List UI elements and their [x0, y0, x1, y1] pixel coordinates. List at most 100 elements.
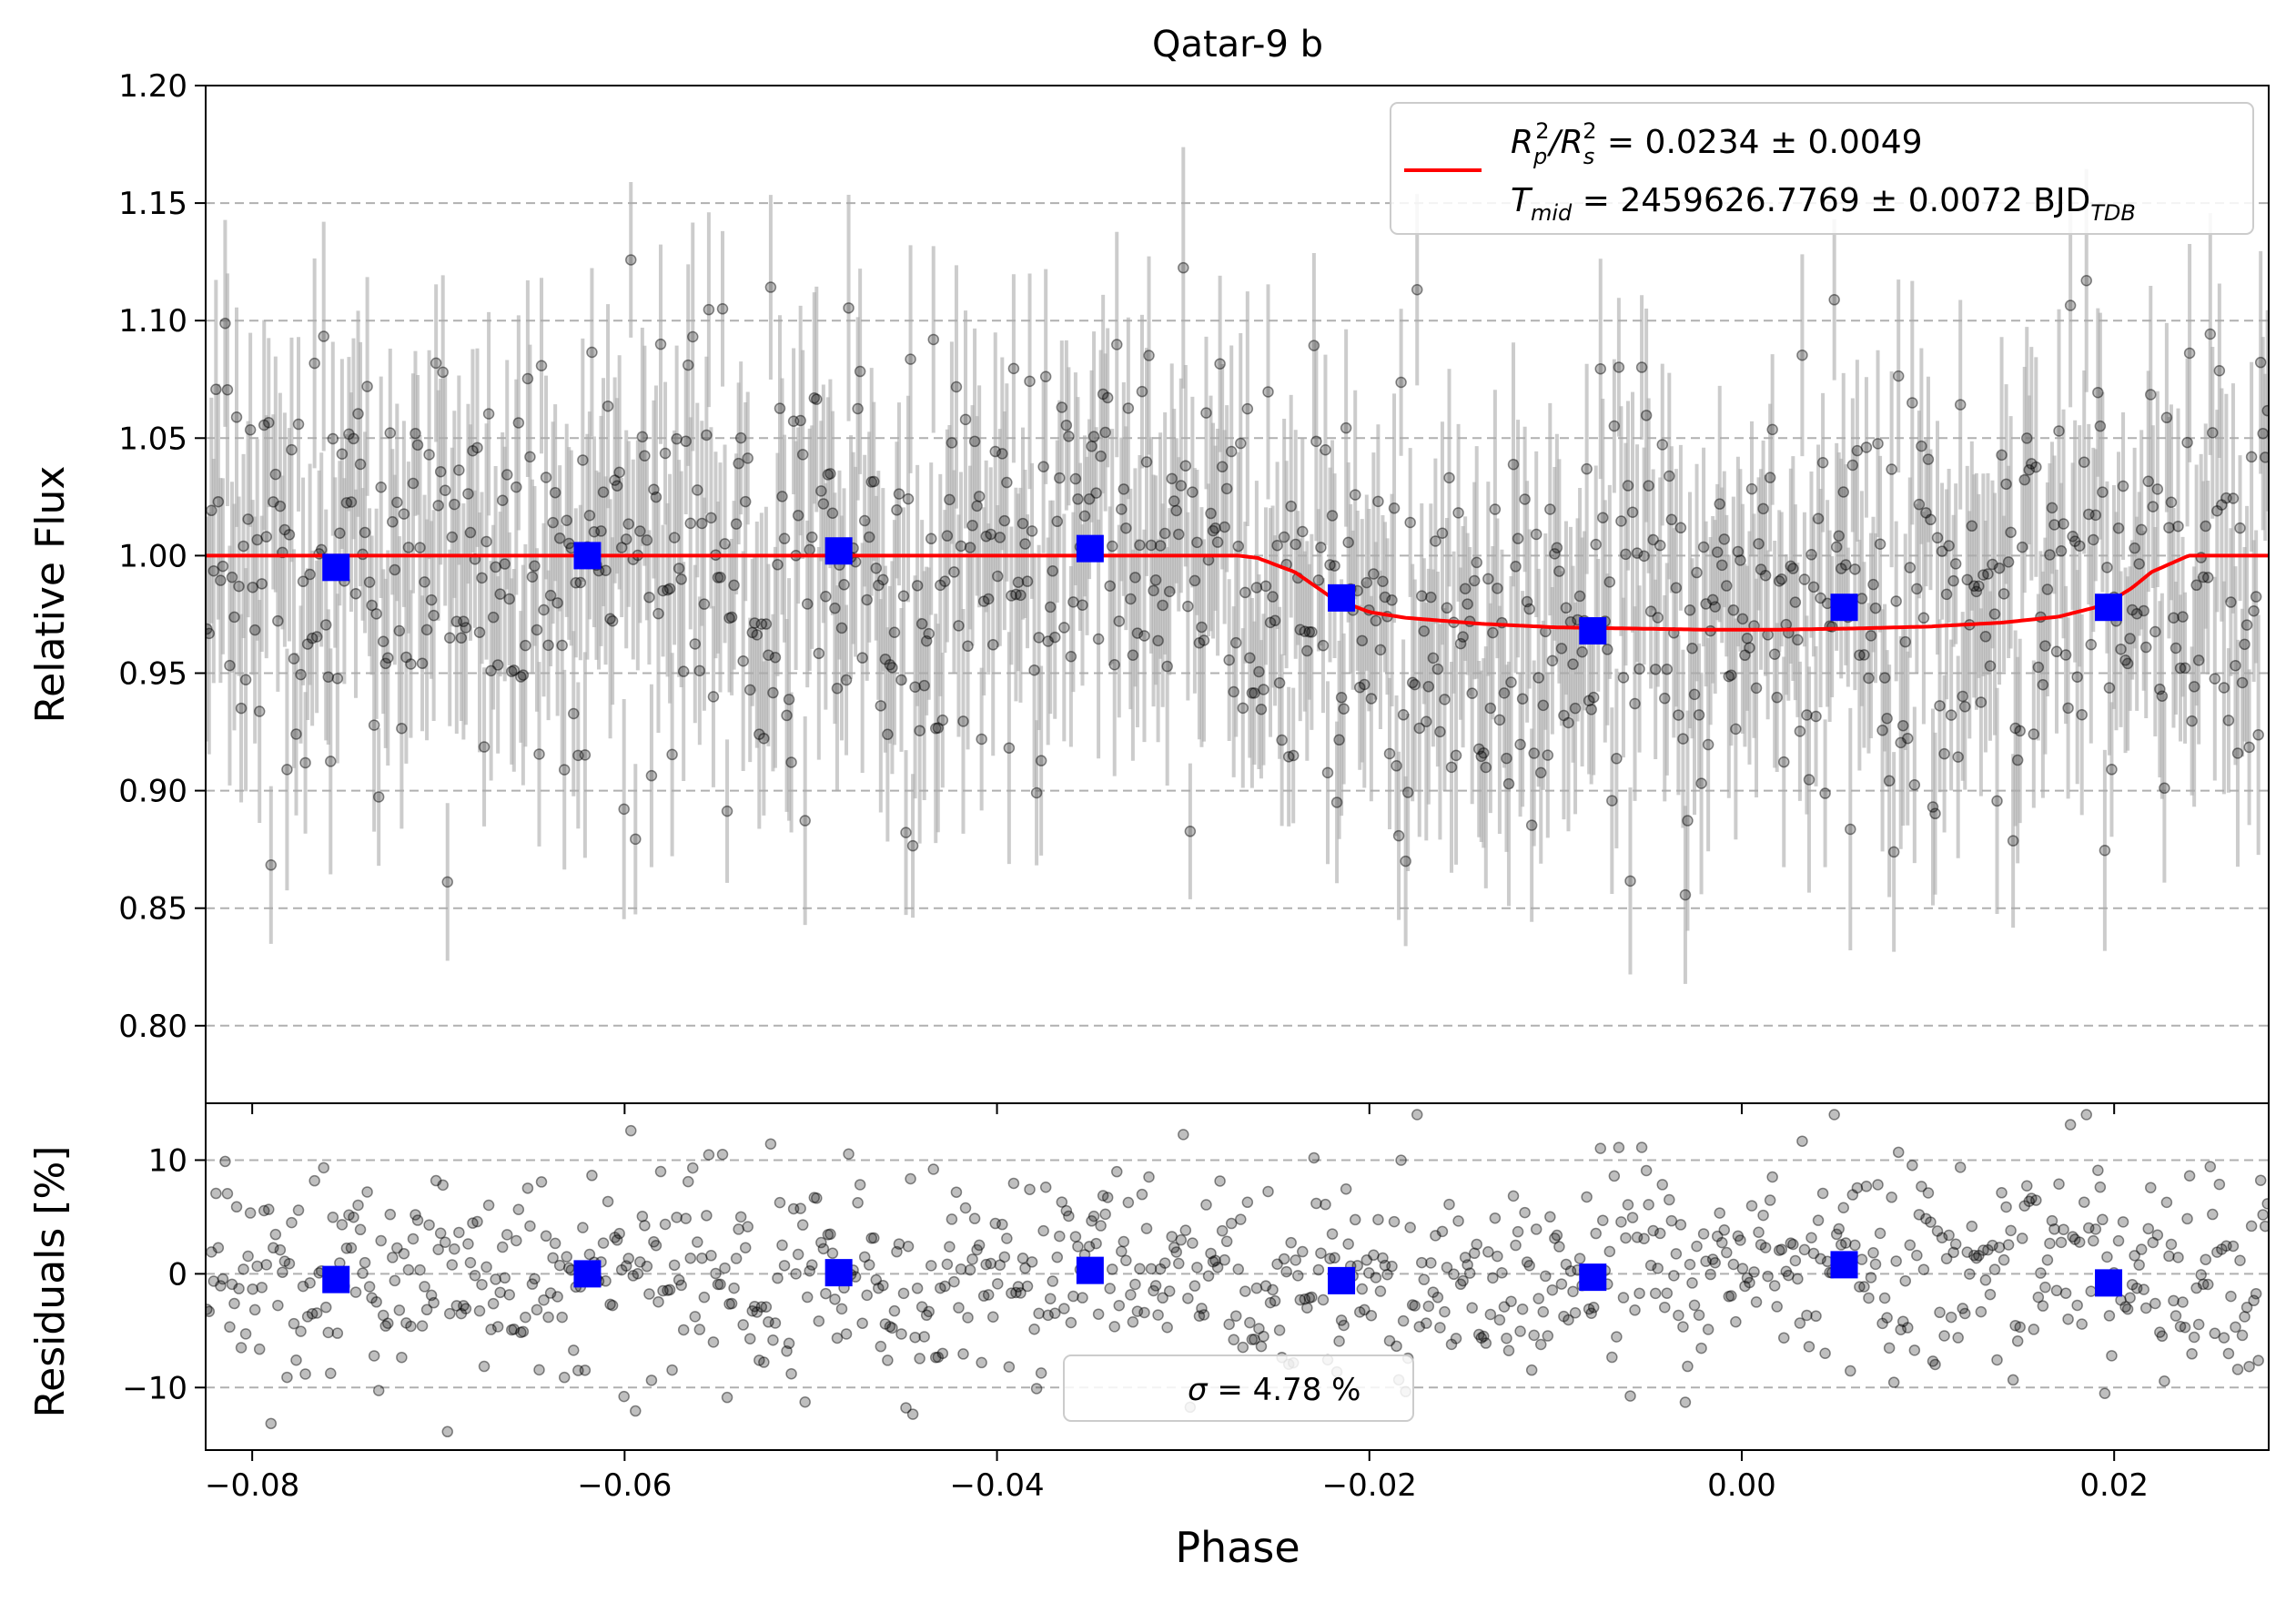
residual-raw-point	[968, 1212, 981, 1224]
flux-raw-point	[723, 612, 735, 624]
legend-p-superscript: 2	[1535, 118, 1549, 144]
residual-raw-point	[950, 1186, 963, 1198]
residual-raw-point	[586, 1170, 598, 1182]
residual-raw-point	[2190, 1282, 2202, 1294]
residual-raw-point	[1308, 1152, 1320, 1164]
residual-raw-point	[1259, 1280, 1272, 1292]
residual-raw-point	[375, 1234, 387, 1247]
residual-raw-point	[1397, 1314, 1410, 1327]
flux-raw-point	[982, 593, 995, 605]
residual-raw-point	[2018, 1200, 2030, 1212]
flux-raw-point	[682, 359, 694, 371]
flux-raw-point	[1264, 616, 1277, 629]
residual-raw-point	[882, 1354, 894, 1366]
flux-raw-point	[671, 432, 683, 445]
legend-sigma-symbol: σ	[1188, 1372, 1209, 1408]
residual-raw-point	[1237, 1341, 1249, 1354]
flux-raw-point	[2177, 611, 2189, 623]
residual-raw-point	[247, 1283, 258, 1295]
flux-raw-point	[1714, 498, 1725, 510]
residual-raw-point	[911, 1283, 924, 1294]
residual-raw-point	[2135, 1243, 2148, 1255]
flux-raw-point	[544, 589, 557, 602]
residual-raw-point	[2078, 1196, 2090, 1208]
residual-raw-point	[1617, 1292, 1630, 1304]
residual-raw-point	[511, 1234, 522, 1247]
residual-raw-point	[1179, 1224, 1192, 1236]
residual-raw-point	[1024, 1183, 1036, 1195]
flux-raw-point	[1329, 560, 1340, 572]
flux-binned-point	[322, 553, 350, 582]
residual-raw-point	[349, 1286, 362, 1298]
flux-raw-point	[1409, 678, 1421, 691]
flux-raw-point	[973, 491, 986, 502]
residual-raw-point	[1677, 1321, 1689, 1333]
flux-raw-point	[2236, 676, 2249, 689]
residual-raw-point	[1970, 1252, 1983, 1264]
flux-raw-point	[1326, 510, 1339, 522]
flux-raw-point	[1560, 602, 1573, 614]
flux-raw-point	[423, 449, 435, 461]
flux-raw-point	[586, 346, 598, 359]
flux-raw-point	[811, 393, 823, 405]
flux-raw-point	[206, 623, 213, 635]
residual-raw-point	[235, 1342, 248, 1354]
residual-raw-point	[712, 1278, 724, 1291]
residual-raw-point	[909, 1331, 921, 1344]
flux-raw-point	[2002, 556, 2015, 568]
residual-raw-point	[1209, 1254, 1221, 1267]
flux-raw-point	[1794, 725, 1806, 737]
flux-raw-point	[535, 360, 548, 372]
residual-raw-point	[372, 1385, 385, 1396]
residual-raw-point	[986, 1311, 999, 1323]
residual-raw-point	[1715, 1236, 1728, 1249]
flux-raw-point	[1037, 461, 1049, 472]
residual-raw-point	[1624, 1390, 1636, 1402]
residual-raw-point	[1471, 1238, 1482, 1251]
flux-raw-point	[769, 651, 782, 664]
flux-raw-point	[1047, 565, 1058, 577]
residual-raw-point	[1443, 1198, 1455, 1211]
flux-raw-point	[1462, 598, 1473, 610]
flux-raw-point	[450, 615, 463, 628]
flux-raw-point	[2190, 579, 2202, 592]
flux-raw-point	[325, 756, 337, 767]
flux-raw-point	[1400, 855, 1411, 867]
residual-raw-point	[1892, 1146, 1905, 1159]
flux-raw-point	[1475, 750, 1488, 763]
flux-raw-point	[781, 709, 793, 722]
residual-raw-point	[1846, 1189, 1859, 1201]
flux-raw-point	[467, 445, 479, 457]
flux-raw-point	[733, 457, 744, 470]
residual-raw-point	[1166, 1231, 1178, 1243]
flux-raw-point	[253, 705, 266, 717]
flux-raw-point	[998, 514, 1011, 527]
flux-raw-point	[1674, 522, 1687, 534]
residual-raw-point	[977, 1290, 990, 1302]
flux-raw-point	[410, 427, 421, 440]
flux-raw-point	[953, 620, 965, 632]
residual-raw-point	[1113, 1299, 1126, 1312]
flux-raw-point	[1755, 563, 1767, 575]
residual-raw-point	[900, 1402, 912, 1414]
flux-raw-point	[1727, 604, 1740, 616]
flux-raw-point	[2170, 642, 2182, 654]
flux-raw-point	[1069, 472, 1082, 485]
residual-raw-point	[549, 1237, 561, 1250]
flux-raw-point	[1691, 566, 1703, 579]
residual-raw-point	[248, 1304, 261, 1316]
flux-raw-point	[416, 657, 429, 669]
residual-raw-point	[1505, 1295, 1517, 1307]
flux-raw-point	[1466, 687, 1478, 699]
flux-raw-point	[1819, 787, 1831, 799]
flux-raw-point	[251, 533, 263, 546]
residual-raw-point	[2106, 1350, 2118, 1362]
flux-raw-point	[437, 366, 449, 379]
residual-raw-point	[462, 1238, 474, 1250]
flux-raw-point	[1970, 585, 1983, 598]
residual-raw-point	[2130, 1282, 2143, 1294]
residual-raw-point	[743, 1333, 756, 1344]
residual-raw-point	[1682, 1360, 1694, 1373]
flux-raw-point	[1792, 634, 1804, 646]
flux-raw-point	[1379, 591, 1391, 604]
